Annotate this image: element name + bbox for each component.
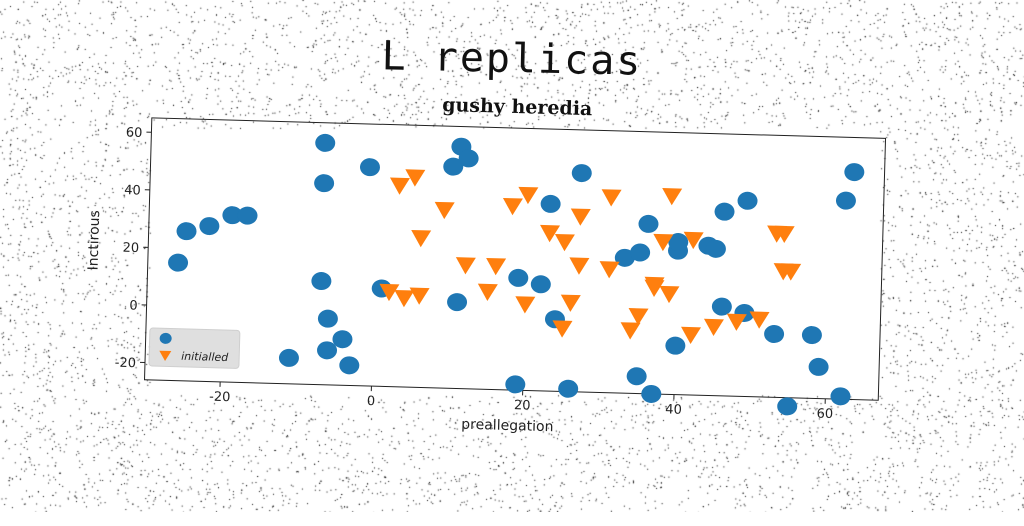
triangle-point — [434, 202, 454, 220]
triangle-point — [703, 319, 723, 337]
triangle-point — [569, 257, 589, 275]
circle-point — [447, 293, 467, 312]
x-tick-label: 60 — [816, 407, 833, 422]
circle-point — [836, 191, 856, 210]
y-tick-label: 20 — [122, 241, 139, 256]
circle-point — [315, 134, 335, 153]
x-tick-label: -20 — [209, 390, 231, 406]
triangle-point — [455, 257, 475, 275]
circle-point — [176, 222, 196, 241]
circle-point — [777, 397, 797, 416]
triangle-point — [518, 187, 538, 205]
triangle-point — [620, 322, 640, 340]
triangle-point — [601, 189, 621, 207]
y-tick-label: -20 — [115, 356, 137, 372]
triangle-point — [554, 234, 574, 252]
triangle-point — [411, 230, 431, 248]
circle-point — [168, 253, 188, 272]
circle-point — [712, 297, 732, 316]
circle-point — [830, 387, 850, 406]
y-tick-label: 60 — [126, 126, 143, 141]
triangle-point — [599, 261, 619, 279]
circle-point — [508, 269, 528, 288]
circle-point — [314, 174, 334, 193]
circle-point — [572, 164, 592, 183]
triangle-point — [659, 286, 679, 304]
circle-point — [318, 309, 338, 328]
circle-point — [626, 367, 646, 386]
triangle-point — [540, 225, 560, 243]
triangle-point — [409, 288, 429, 306]
circle-point — [714, 202, 734, 221]
x-tick-label: 40 — [665, 402, 682, 417]
data-points — [164, 130, 865, 418]
y-tick-label: 40 — [124, 183, 141, 198]
circle-point — [279, 349, 299, 368]
triangle-point — [662, 188, 682, 206]
circle-point — [844, 163, 864, 182]
triangle-point — [477, 284, 497, 302]
circle-point — [764, 325, 784, 344]
x-axis-label: preallegation — [461, 417, 554, 436]
circle-point — [638, 215, 658, 234]
circle-point — [311, 272, 331, 291]
circle-point — [808, 358, 828, 377]
triangle-point — [749, 311, 769, 329]
circle-point — [540, 195, 560, 214]
circle-point — [339, 356, 359, 375]
triangle-point — [515, 296, 535, 314]
circle-point — [531, 275, 551, 294]
triangle-point — [552, 320, 572, 338]
circle-point — [237, 206, 257, 225]
x-tick-label: 0 — [367, 394, 376, 409]
legend: initialled — [149, 328, 240, 368]
triangle-point — [394, 290, 414, 308]
circle-point — [360, 158, 380, 177]
triangle-point — [389, 178, 409, 196]
triangle-point — [560, 295, 580, 313]
y-tick-label: 0 — [129, 298, 138, 313]
triangle-point — [726, 314, 746, 332]
legend-label: initialled — [181, 350, 229, 364]
chart-title: gushy heredia — [442, 94, 593, 120]
x-tick-label: 20 — [514, 398, 531, 413]
circle-point — [641, 385, 661, 404]
circle-point — [802, 326, 822, 345]
circle-point — [199, 217, 219, 236]
plot-frame — [145, 118, 886, 400]
circle-point — [665, 336, 685, 355]
triangle-point — [486, 258, 506, 276]
triangle-point — [502, 198, 522, 216]
circle-point — [558, 379, 578, 398]
y-axis-label: Inctirous — [86, 210, 104, 271]
triangle-point — [570, 208, 590, 226]
circle-point — [737, 191, 757, 210]
